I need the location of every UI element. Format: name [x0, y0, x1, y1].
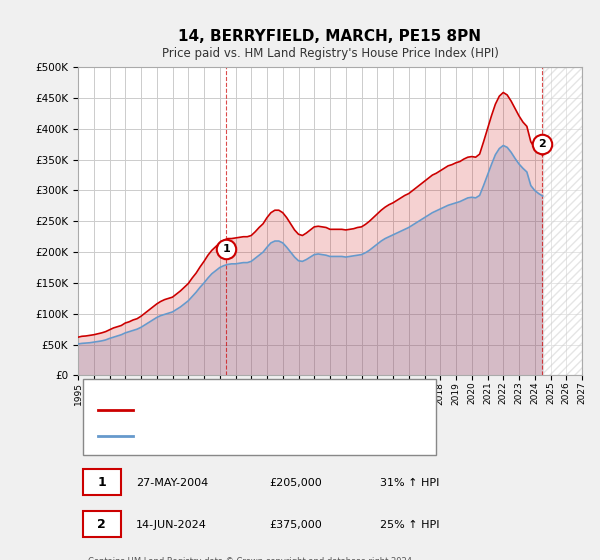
Text: 25% ↑ HPI: 25% ↑ HPI [380, 520, 440, 530]
Text: 1: 1 [97, 477, 106, 489]
Text: £205,000: £205,000 [269, 478, 322, 488]
Text: 14-JUN-2024: 14-JUN-2024 [136, 520, 207, 530]
FancyBboxPatch shape [83, 379, 436, 455]
Text: HPI: Average price, detached house, Fenland: HPI: Average price, detached house, Fenl… [143, 431, 377, 441]
FancyBboxPatch shape [83, 511, 121, 536]
Text: Price paid vs. HM Land Registry's House Price Index (HPI): Price paid vs. HM Land Registry's House … [161, 46, 499, 60]
Text: Contains HM Land Registry data © Crown copyright and database right 2024.
This d: Contains HM Land Registry data © Crown c… [88, 557, 415, 560]
Text: 27-MAY-2004: 27-MAY-2004 [136, 478, 208, 488]
FancyBboxPatch shape [83, 469, 121, 495]
Text: 2: 2 [538, 139, 546, 150]
Text: 14, BERRYFIELD, MARCH, PE15 8PN (detached house): 14, BERRYFIELD, MARCH, PE15 8PN (detache… [143, 405, 422, 415]
Text: 1: 1 [223, 244, 230, 254]
Text: 31% ↑ HPI: 31% ↑ HPI [380, 478, 440, 488]
Text: 14, BERRYFIELD, MARCH, PE15 8PN: 14, BERRYFIELD, MARCH, PE15 8PN [179, 29, 482, 44]
Text: 2: 2 [97, 518, 106, 531]
Text: £375,000: £375,000 [269, 520, 322, 530]
